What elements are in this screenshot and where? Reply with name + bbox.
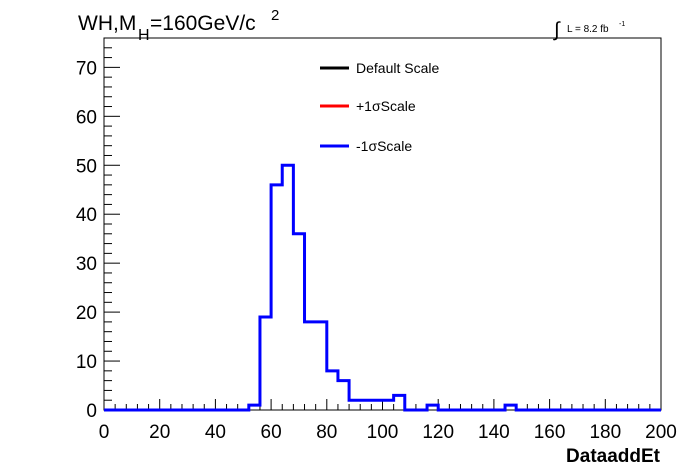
y-tick-label: 50 xyxy=(76,156,97,177)
x-axis-title: DataaddEt xyxy=(566,446,661,467)
y-tick-label: 40 xyxy=(76,205,97,226)
x-tick-label: 40 xyxy=(205,422,226,443)
legend: Default Scale +1σScale -1σScale xyxy=(320,60,439,154)
luminosity-superscript: -1 xyxy=(619,21,625,28)
title-superscript: 2 xyxy=(271,7,279,24)
title-subscript: H xyxy=(138,27,150,44)
legend-entry-default: Default Scale xyxy=(320,60,439,76)
y-tick-label: 10 xyxy=(76,352,97,373)
x-tick-label: 200 xyxy=(645,422,677,443)
x-tick-label: 140 xyxy=(478,422,510,443)
chart-title: WH,M H =160GeV/c 2 xyxy=(78,7,279,44)
x-axis: 0 20 40 60 80 100 120 140 160 180 200 xyxy=(99,399,677,443)
legend-entry-minus1sigma: -1σScale xyxy=(320,138,412,154)
legend-label-minus1sigma: -1σScale xyxy=(356,138,412,154)
x-tick-label: 80 xyxy=(316,422,337,443)
x-tick-label: 0 xyxy=(99,422,110,443)
histogram-series-line xyxy=(104,163,661,412)
luminosity-label: ∫ L = 8.2 fb -1 xyxy=(553,19,625,41)
y-tick-label: 0 xyxy=(86,401,97,422)
legend-label-default: Default Scale xyxy=(356,60,439,76)
legend-label-plus1sigma: +1σScale xyxy=(356,98,416,114)
title-rest: =160GeV/c xyxy=(150,12,256,35)
plot-frame xyxy=(103,37,662,411)
legend-entry-plus1sigma: +1σScale xyxy=(320,98,416,114)
title-main: WH,M xyxy=(78,12,136,35)
x-tick-label: 160 xyxy=(534,422,566,443)
x-tick-label: 60 xyxy=(261,422,282,443)
y-tick-label: 20 xyxy=(76,303,97,324)
x-tick-label: 20 xyxy=(149,422,170,443)
y-axis: 0 10 20 30 40 50 60 70 xyxy=(76,37,120,422)
histogram xyxy=(104,163,661,412)
x-tick-label: 100 xyxy=(367,422,399,443)
luminosity-text: L = 8.2 fb xyxy=(567,24,609,35)
y-tick-label: 60 xyxy=(76,107,97,128)
x-tick-label: 180 xyxy=(589,422,621,443)
integral-symbol: ∫ xyxy=(553,19,561,41)
x-tick-label: 120 xyxy=(422,422,454,443)
y-tick-label: 70 xyxy=(76,58,97,79)
y-tick-label: 30 xyxy=(76,254,97,275)
